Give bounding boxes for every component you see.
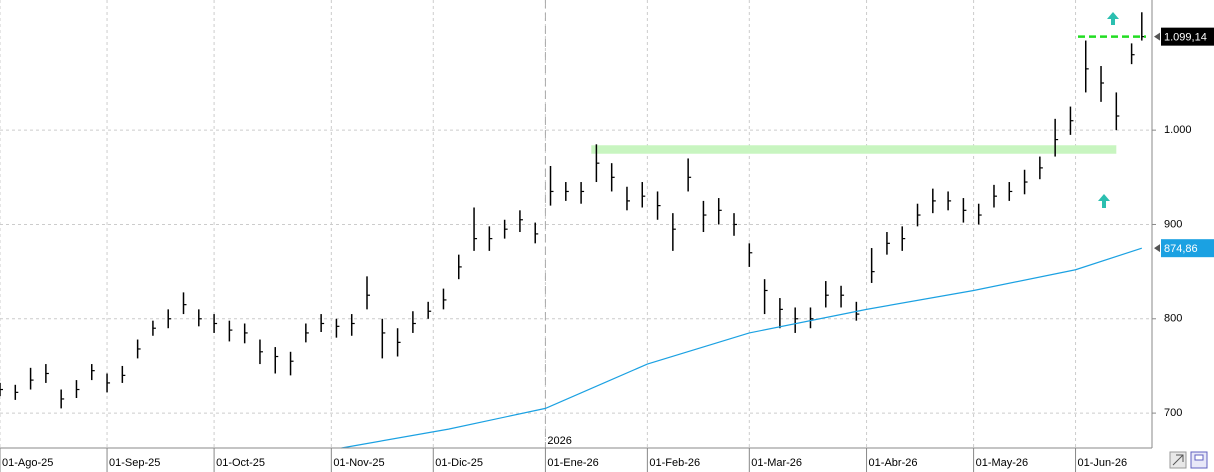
x-tick-label: 01-Feb-26 [649, 457, 700, 469]
up-arrow [1107, 12, 1119, 25]
x-tick-label: 01-Ene-26 [547, 457, 598, 469]
up-arrow [1098, 194, 1110, 208]
x-tick-label: 01-May-26 [976, 457, 1029, 469]
price-label: 1.099,14 [1164, 32, 1207, 44]
y-tick-label: 1.000 [1164, 124, 1192, 136]
x-tick-label: 01-Dic-25 [435, 457, 483, 469]
moving-average-line [341, 247, 1142, 449]
button-icon [1172, 454, 1184, 466]
x-tick-label: 01-Sep-25 [109, 457, 160, 469]
x-tick-label: 01-Oct-25 [216, 457, 265, 469]
x-tick-label: 01-Ago-25 [2, 457, 53, 469]
year-label: 2026 [547, 435, 571, 447]
price-label-box [1161, 239, 1214, 258]
x-tick-label: 01-Abr-26 [869, 457, 918, 469]
price-label-pointer [1154, 244, 1160, 253]
button-icon [1194, 454, 1204, 461]
price-label-box [1161, 27, 1214, 46]
y-tick-label: 900 [1164, 218, 1182, 230]
price-zone [591, 145, 1117, 154]
x-tick-label: 01-Nov-25 [333, 457, 384, 469]
x-tick-label: 01-Jun-26 [1078, 457, 1128, 469]
save-button[interactable] [1190, 451, 1208, 469]
price-label-pointer [1154, 32, 1160, 41]
price-label: 874,86 [1164, 243, 1198, 255]
zoom-button[interactable] [1169, 451, 1187, 469]
x-tick-label: 01-Mar-26 [751, 457, 802, 469]
y-tick-label: 800 [1164, 313, 1182, 325]
y-tick-label: 700 [1164, 407, 1182, 419]
